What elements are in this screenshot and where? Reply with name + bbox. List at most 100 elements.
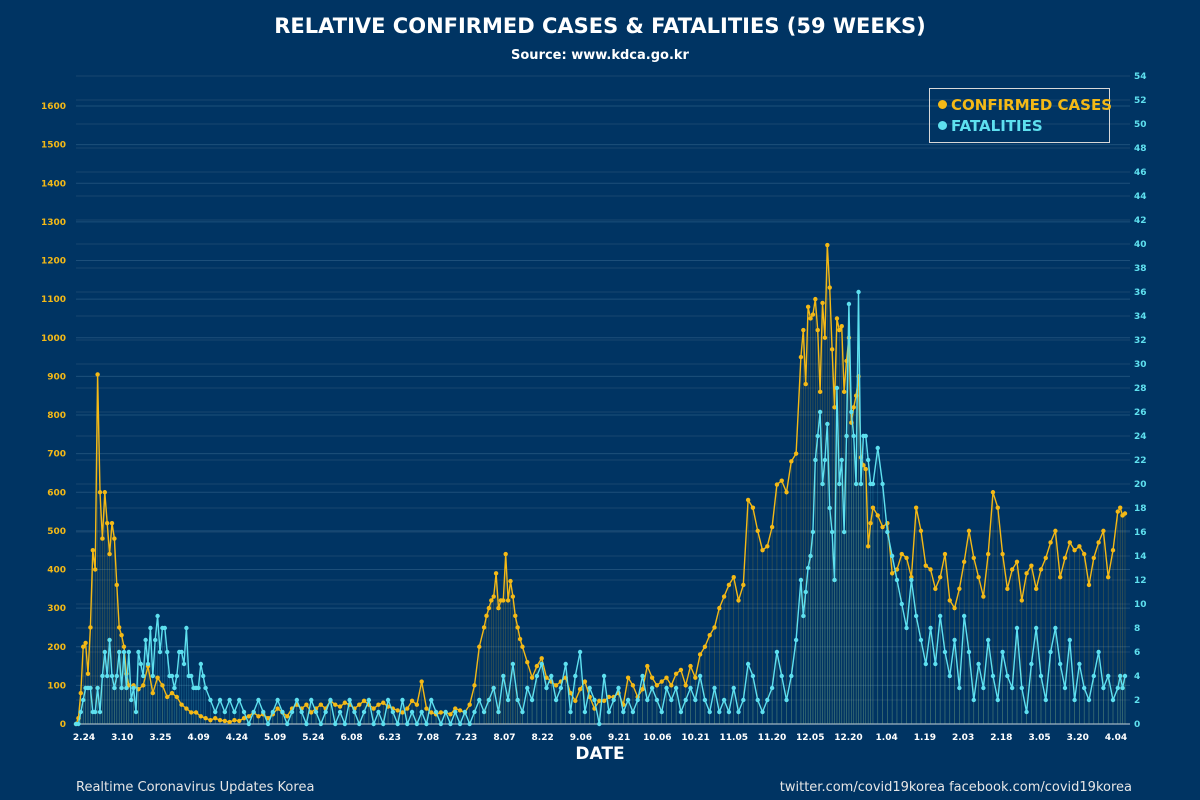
data-point [863, 433, 868, 439]
data-point [858, 481, 864, 487]
y-tick-label-left: 300 [47, 604, 66, 614]
data-point [496, 709, 501, 715]
data-point [361, 709, 367, 715]
data-point [995, 505, 1000, 510]
x-tick-label: 2.03 [952, 733, 974, 743]
data-point [736, 598, 741, 603]
data-point [153, 637, 158, 643]
data-point [779, 673, 784, 679]
data-point [486, 697, 492, 703]
data-point [124, 685, 129, 691]
data-point [1009, 567, 1015, 572]
x-tick-label: 5.24 [302, 733, 324, 743]
data-point [289, 709, 295, 715]
y-tick-label-right: 18 [1134, 504, 1147, 514]
data-point [510, 661, 516, 667]
data-point [1115, 685, 1120, 691]
data-point [856, 289, 861, 295]
data-point [85, 671, 91, 676]
data-point [265, 721, 271, 727]
y-tick-label-right: 14 [1134, 552, 1147, 562]
data-point [558, 685, 564, 691]
x-tick-label: 3.20 [1067, 733, 1089, 743]
data-point [844, 433, 849, 439]
data-point [889, 571, 895, 576]
data-point [1033, 625, 1039, 631]
data-point [1105, 575, 1111, 580]
x-tick-label: 12.05 [796, 733, 824, 743]
data-point [803, 589, 808, 595]
data-point [529, 675, 535, 680]
data-point [834, 385, 840, 391]
data-point [256, 714, 261, 719]
data-point [119, 632, 124, 638]
data-point [95, 685, 100, 691]
data-point [976, 661, 981, 667]
data-point [808, 316, 813, 321]
data-point [870, 505, 876, 510]
data-point [309, 710, 314, 715]
x-axis-title: DATE [575, 744, 625, 764]
data-point [1014, 625, 1020, 631]
data-point [1019, 685, 1024, 691]
y-tick-label-left: 700 [47, 450, 66, 460]
data-point [825, 242, 830, 248]
data-point [1019, 598, 1024, 603]
data-point [755, 528, 760, 534]
data-point [241, 716, 247, 721]
data-point [337, 704, 343, 709]
data-point [726, 582, 732, 588]
data-point [481, 625, 487, 630]
data-point [1096, 540, 1101, 545]
data-point [409, 709, 415, 715]
data-point [304, 721, 309, 727]
data-point [947, 673, 952, 679]
data-point [601, 698, 607, 704]
data-point [501, 598, 506, 603]
x-axis: 2.24 3.10 3.25 4.09 4.24 5.09 5.24 6.08 6.23 7.08… [73, 733, 1127, 743]
data-point [810, 312, 816, 317]
data-point [1029, 661, 1034, 667]
data-point [801, 327, 806, 333]
y-tick-label-right: 36 [1134, 288, 1147, 298]
data-point [503, 551, 508, 557]
data-point [193, 710, 199, 715]
data-point [606, 694, 612, 700]
data-point [1062, 555, 1068, 561]
x-tick-label: 4.09 [188, 733, 210, 743]
data-point [100, 536, 105, 541]
data-point [981, 685, 986, 691]
data-point [837, 481, 842, 487]
data-point [952, 637, 957, 643]
data-point [162, 625, 168, 631]
data-point [109, 673, 115, 679]
data-point [88, 685, 93, 691]
data-point [157, 649, 163, 655]
x-tick-label: 9.21 [608, 733, 630, 743]
y-tick-label-left: 1500 [41, 141, 66, 151]
y-tick-label-right: 12 [1134, 576, 1147, 586]
data-point [937, 613, 943, 619]
data-point [333, 721, 338, 727]
data-point [119, 685, 124, 691]
data-point [1117, 673, 1123, 679]
data-point [865, 457, 871, 463]
data-point [241, 709, 247, 715]
data-point [81, 697, 86, 703]
data-point [1077, 661, 1082, 667]
data-point [148, 625, 153, 631]
y-tick-label-right: 48 [1134, 144, 1147, 154]
data-point [1072, 547, 1077, 553]
data-point [846, 301, 852, 307]
data-point [827, 285, 832, 290]
data-point [649, 675, 655, 680]
data-point [342, 721, 348, 727]
data-point [184, 706, 189, 711]
data-point [107, 551, 112, 557]
data-point [419, 709, 424, 715]
data-point [227, 719, 232, 725]
x-tick-label: 3.10 [111, 733, 133, 743]
data-point [712, 685, 717, 691]
data-point [109, 520, 115, 526]
data-point [189, 710, 194, 715]
